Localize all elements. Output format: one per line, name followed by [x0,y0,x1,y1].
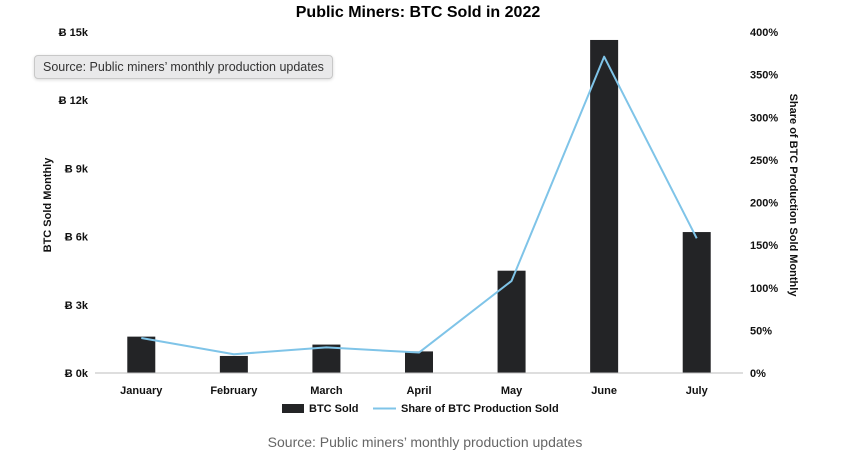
source-caption: Source: Public miners’ monthly productio… [267,434,583,450]
x-tick-label: July [686,385,709,397]
y-left-tick-label: Ƀ 9k [65,163,89,175]
legend-line-label: Share of BTC Production Sold [401,403,559,415]
x-tick-label: May [501,385,523,397]
x-tick-label: January [120,385,163,397]
legend: BTC Sold Share of BTC Production Sold [282,403,559,415]
y-left-tick-label: Ƀ 15k [59,27,89,39]
y-left-tick-label: Ƀ 6k [65,232,89,244]
share-line [141,55,698,356]
x-tick-label: February [210,385,258,397]
bar [127,336,156,373]
axes: Ƀ 0k Ƀ 3k Ƀ 6k Ƀ 9k Ƀ 12k Ƀ 15k 0% 50% 100% 150% 2… [59,27,779,397]
source-tooltip: Source: Public miners’ monthly productio… [34,55,333,79]
y-axis-right-title: Share of BTC Production Sold Monthly [787,94,799,298]
y-right-tick-label: 200% [750,198,778,210]
legend-bar-swatch [282,404,304,413]
bar [219,355,248,373]
bar [682,232,711,373]
x-tick-label: March [310,385,343,397]
y-right-tick-label: 400% [750,27,778,39]
y-left-tick-label: Ƀ 12k [59,95,89,107]
bar [405,351,433,373]
bar [312,344,341,373]
legend-bar-label: BTC Sold [309,403,359,415]
y-right-tick-label: 50% [750,325,772,337]
y-right-tick-label: 0% [750,368,766,380]
y-right-tick-label: 300% [750,112,778,124]
bar [590,39,619,373]
plot-area [127,39,711,373]
y-left-tick-label: Ƀ 0k [65,368,89,380]
chart-title: Public Miners: BTC Sold in 2022 [296,4,541,21]
y-right-tick-label: 100% [750,283,778,295]
x-tick-label: June [591,385,617,397]
y-right-tick-label: 250% [750,155,778,167]
y-axis-left-title: BTC Sold Monthly [42,157,54,253]
y-right-tick-label: 150% [750,240,778,252]
y-right-tick-label: 350% [750,70,778,82]
bar [497,270,526,373]
x-tick-label: April [406,385,431,397]
y-left-tick-label: Ƀ 3k [65,300,89,312]
